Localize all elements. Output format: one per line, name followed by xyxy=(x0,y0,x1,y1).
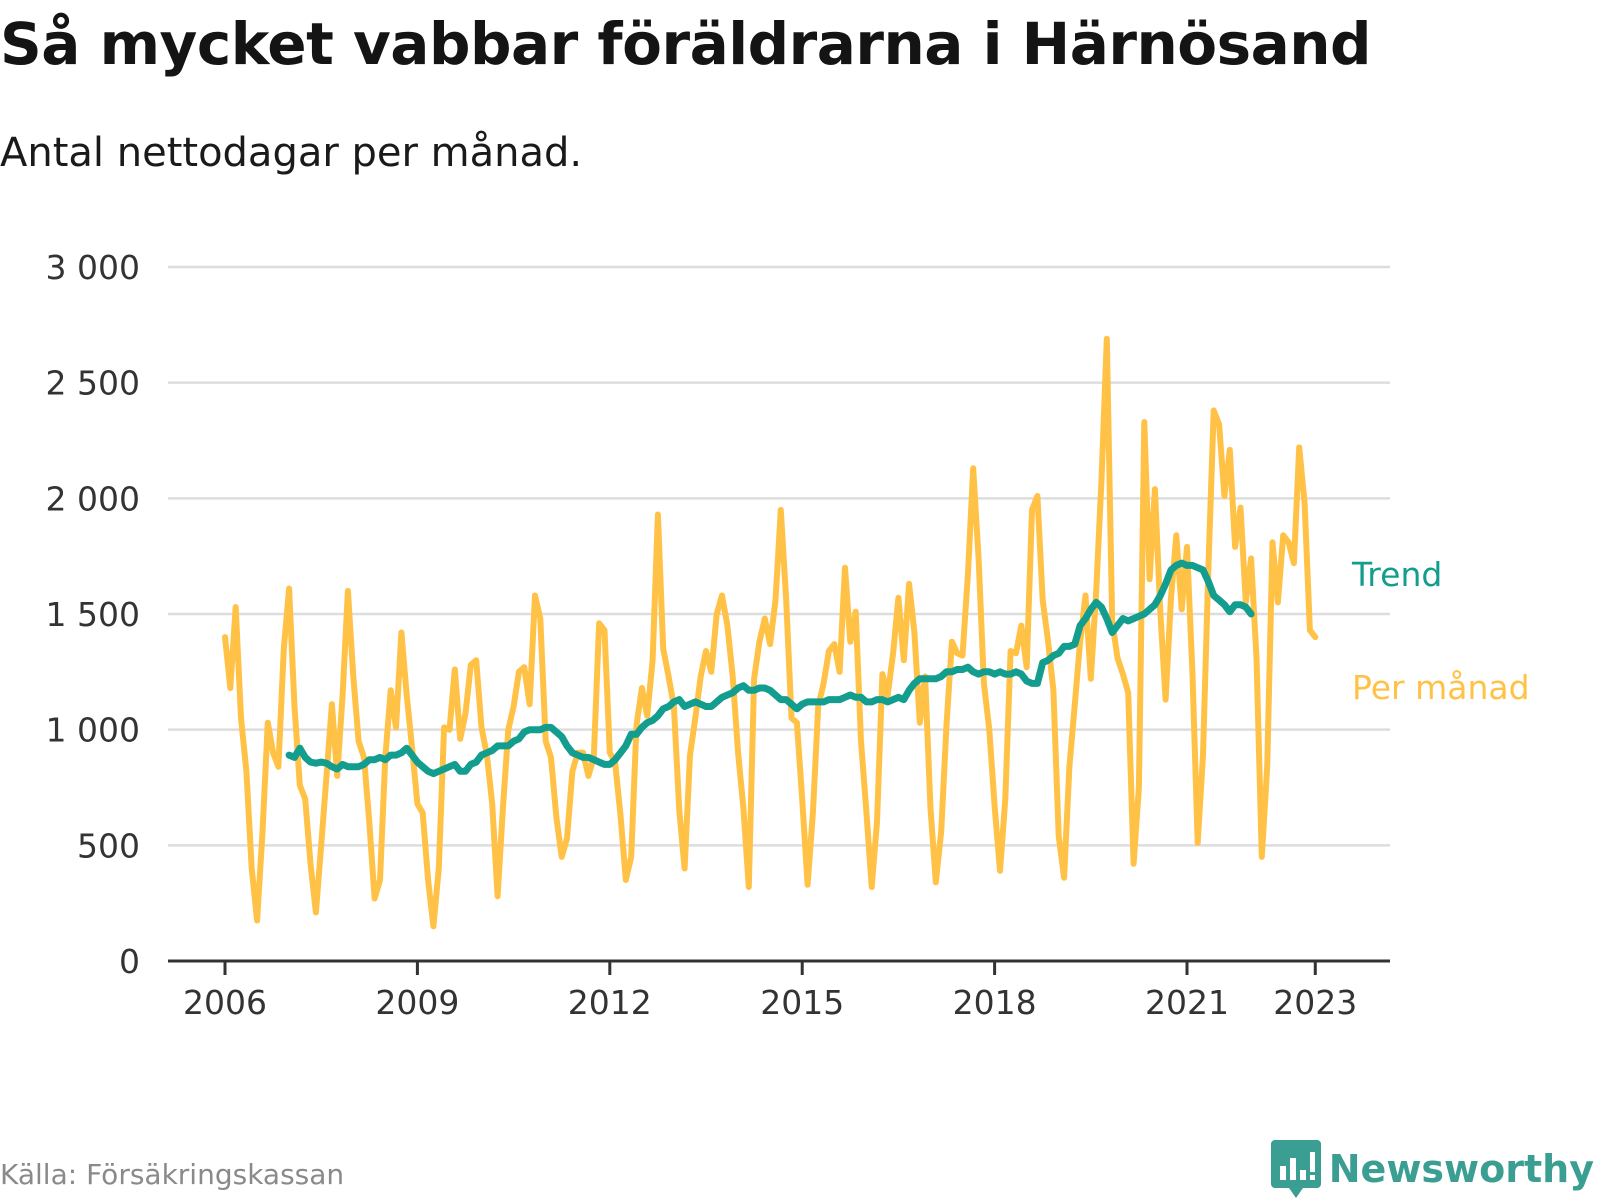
x-tick-label: 2009 xyxy=(375,983,459,1022)
chart-title: Så mycket vabbar föräldrarna i Härnösand xyxy=(0,10,1372,78)
x-tick-label: 2023 xyxy=(1273,983,1357,1022)
newsworthy-icon xyxy=(1270,1140,1321,1198)
x-tick-label: 2018 xyxy=(953,983,1037,1022)
series-lines xyxy=(222,335,1319,930)
brand-logo: Newsworthy xyxy=(1270,1140,1594,1198)
series-line-trend xyxy=(285,559,1255,778)
source-note: Källa: Försäkringskassan xyxy=(0,1158,345,1191)
y-axis-ticks: 0 500 1 000 1 500 2 000 2 500 3 000 xyxy=(46,248,140,981)
series-label: Trend xyxy=(1351,555,1442,594)
series-line-monthly xyxy=(222,335,1319,930)
y-tick-label: 3 000 xyxy=(46,248,140,287)
x-tick-label: 2006 xyxy=(183,983,267,1022)
series-labels: Per månad Trend xyxy=(1351,555,1530,707)
x-tick-label: 2021 xyxy=(1145,983,1229,1022)
x-tick-label: 2012 xyxy=(568,983,652,1022)
brand-name: Newsworthy xyxy=(1328,1147,1594,1191)
chart-subtitle: Antal nettodagar per månad. xyxy=(0,130,583,176)
y-tick-label: 0 xyxy=(119,942,140,981)
y-tick-label: 2 500 xyxy=(46,364,140,403)
y-tick-label: 500 xyxy=(77,826,140,865)
series-label: Per månad xyxy=(1352,668,1530,707)
x-tick-label: 2015 xyxy=(760,983,844,1022)
y-tick-label: 1 000 xyxy=(46,711,140,750)
x-axis: 2006 2009 2012 2015 2018 2021 2023 xyxy=(168,959,1390,1022)
y-tick-label: 2 000 xyxy=(46,479,140,518)
y-tick-label: 1 500 xyxy=(46,595,140,634)
